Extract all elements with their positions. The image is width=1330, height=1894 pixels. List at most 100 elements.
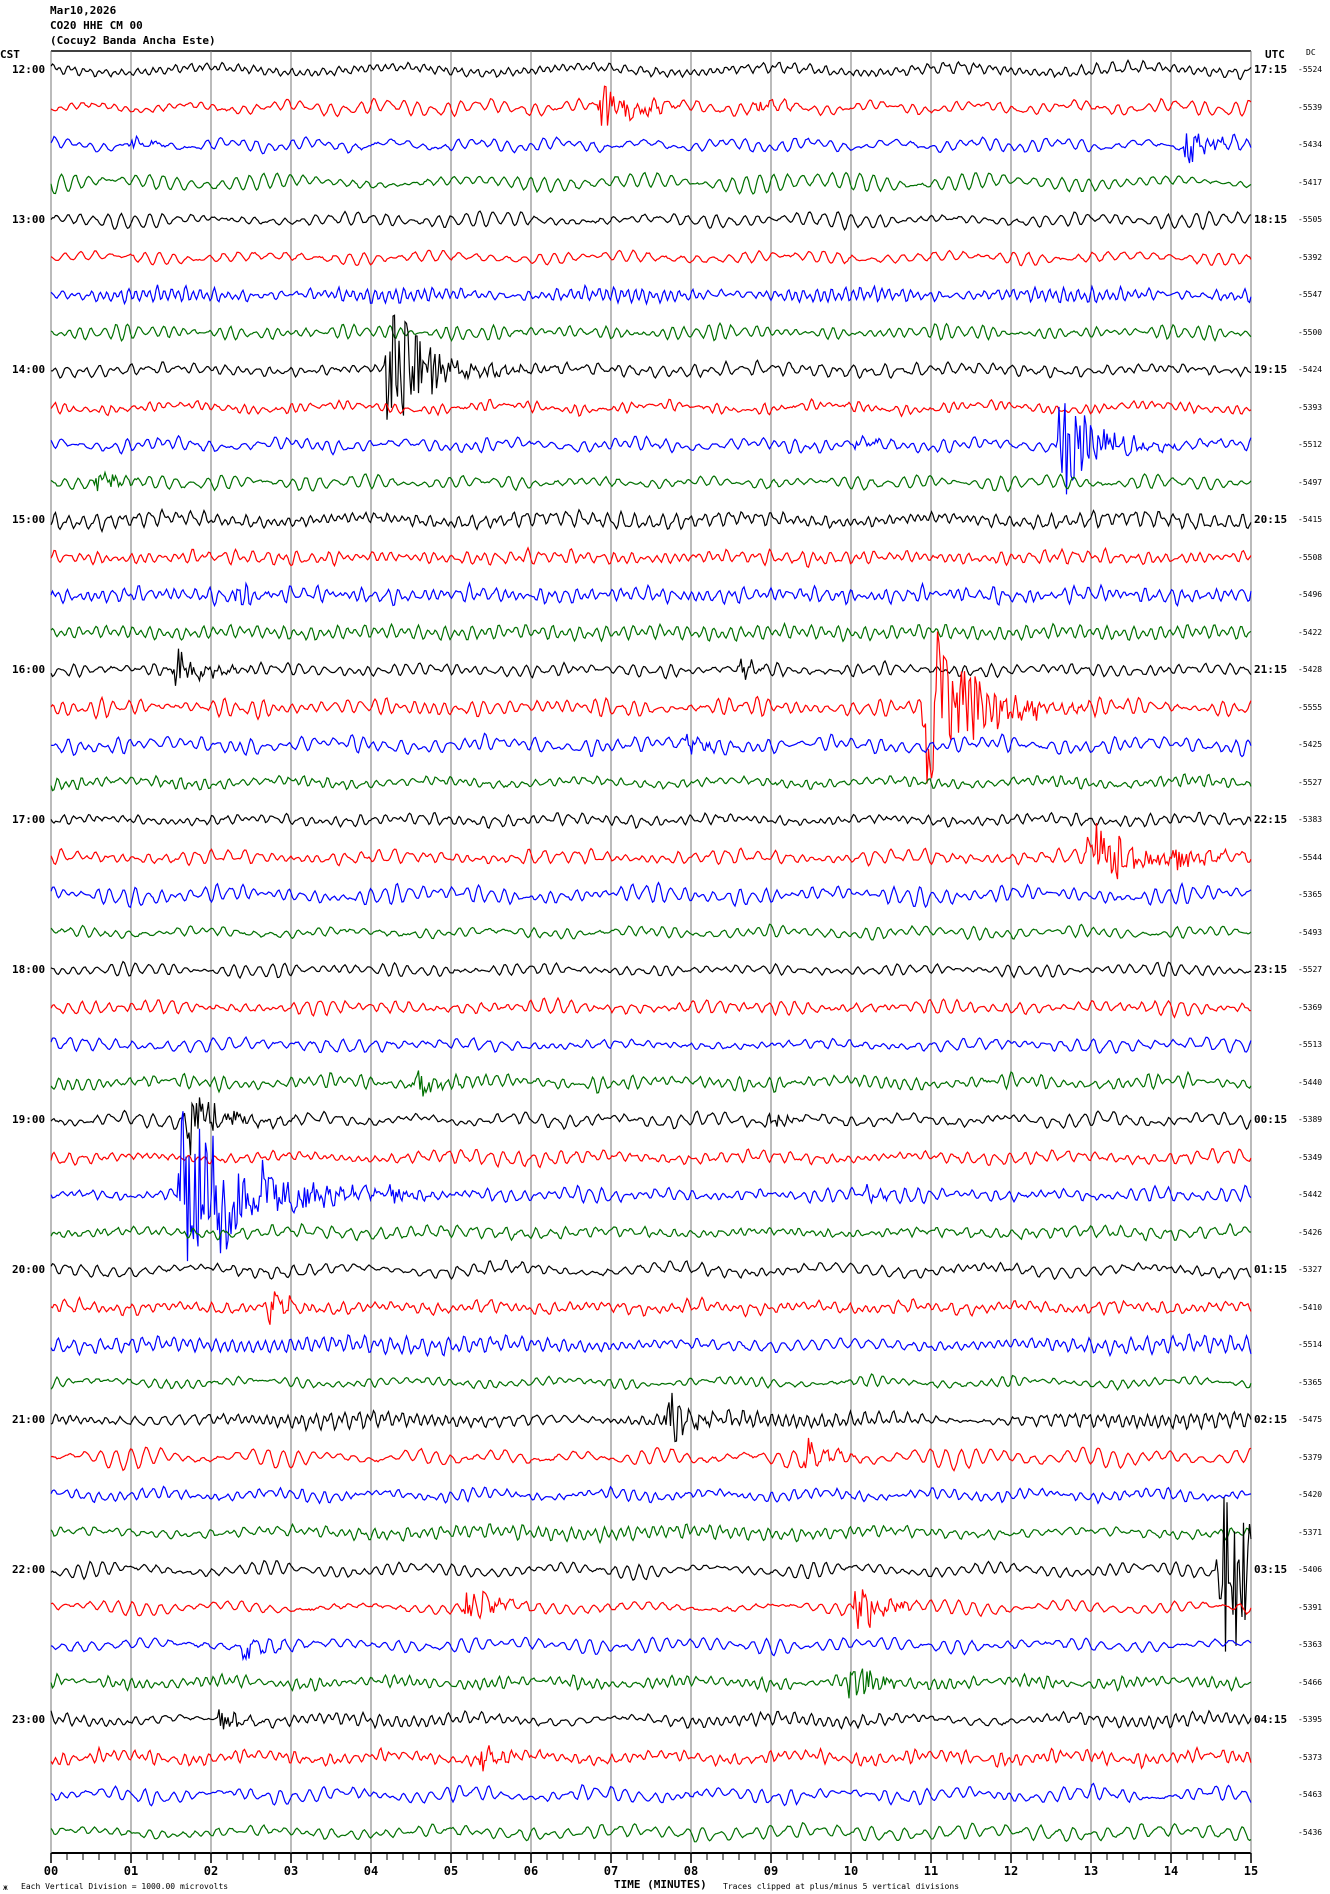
x-tick-label: 05 — [444, 1864, 458, 1878]
trace-21 — [50, 822, 1252, 880]
dc-offset-label: -5369 — [1298, 1002, 1323, 1012]
dc-offset-label: -5539 — [1298, 102, 1323, 112]
logo-mark: ж — [3, 1883, 8, 1892]
x-tick-label: 08 — [684, 1864, 698, 1878]
trace-28 — [50, 1097, 1252, 1156]
trace-22 — [50, 881, 1252, 909]
trace-47 — [50, 1822, 1252, 1843]
utc-hour-label: 22:15 — [1254, 813, 1288, 826]
cst-hour-label: 22:00 — [12, 1563, 46, 1576]
utc-hour-label: 23:15 — [1254, 963, 1288, 976]
clip-note: Traces clipped at plus/minus 5 vertical … — [723, 1882, 960, 1891]
utc-hour-label: 18:15 — [1254, 213, 1288, 226]
dc-offset-label: -5555 — [1298, 702, 1323, 712]
dc-offset-label: -5544 — [1298, 852, 1323, 862]
trace-16 — [50, 648, 1252, 686]
x-tick-label: 13 — [1084, 1864, 1098, 1878]
x-tick-label: 09 — [764, 1864, 778, 1878]
cst-hour-label: 19:00 — [12, 1113, 46, 1126]
trace-5 — [50, 249, 1252, 267]
trace-33 — [50, 1291, 1252, 1325]
dc-offset-label: -5365 — [1298, 890, 1323, 899]
utc-hour-label: 04:15 — [1254, 1713, 1288, 1726]
trace-25 — [50, 996, 1252, 1019]
dc-offset-label: -5514 — [1298, 1340, 1323, 1349]
dc-offset-label: -5410 — [1298, 1302, 1323, 1312]
trace-32 — [50, 1259, 1252, 1281]
dc-offset-label: -5513 — [1298, 1040, 1323, 1049]
trace-44 — [50, 1709, 1252, 1731]
cst-hour-label: 17:00 — [12, 813, 46, 826]
trace-1 — [50, 85, 1252, 126]
trace-40 — [50, 1497, 1252, 1652]
trace-4 — [50, 210, 1252, 231]
dc-offset-label: -5512 — [1298, 440, 1323, 449]
dc-offset-label: -5391 — [1298, 1602, 1323, 1612]
utc-hour-label: 01:15 — [1254, 1263, 1288, 1276]
trace-13 — [50, 546, 1252, 569]
dc-offset-label: -5428 — [1298, 665, 1323, 674]
dc-offset-label: -5475 — [1298, 1415, 1323, 1424]
cst-hour-label: 23:00 — [12, 1713, 46, 1726]
date-label: Mar10,2026 — [50, 4, 117, 17]
dc-offset-label: -5497 — [1298, 477, 1323, 487]
utc-hour-label: 19:15 — [1254, 363, 1288, 376]
utc-hour-label: 00:15 — [1254, 1113, 1288, 1126]
cst-hour-label: 12:00 — [12, 63, 46, 76]
x-tick-label: 11 — [924, 1864, 938, 1878]
trace-17 — [50, 631, 1252, 784]
trace-37 — [50, 1437, 1252, 1472]
trace-2 — [50, 133, 1252, 164]
dc-offset-label: -5524 — [1298, 65, 1323, 74]
trace-38 — [50, 1485, 1252, 1505]
x-tick-label: 12 — [1004, 1864, 1018, 1878]
cst-hour-label: 14:00 — [12, 363, 46, 376]
dc-offset-label: -5373 — [1298, 1752, 1323, 1762]
dc-offset-label: -5426 — [1298, 1227, 1323, 1237]
trace-12 — [50, 507, 1252, 534]
x-axis-title: TIME (MINUTES) — [614, 1878, 707, 1891]
dc-offset-label: -5389 — [1298, 1115, 1323, 1124]
x-tick-label: 14 — [1164, 1864, 1178, 1878]
trace-15 — [50, 621, 1252, 643]
dc-offset-label: -5463 — [1298, 1790, 1323, 1799]
dc-offset-label: -5349 — [1298, 1152, 1323, 1162]
trace-0 — [50, 59, 1252, 81]
dc-offset-label: -5420 — [1298, 1490, 1323, 1499]
trace-20 — [50, 811, 1252, 830]
dc-offset-label: -5393 — [1298, 402, 1323, 412]
dc-offset-label: -5508 — [1298, 552, 1323, 562]
trace-42 — [50, 1636, 1252, 1662]
trace-6 — [50, 283, 1252, 306]
x-tick-label: 01 — [124, 1864, 138, 1878]
x-tick-label: 04 — [364, 1864, 378, 1878]
trace-23 — [50, 923, 1252, 941]
trace-14 — [50, 581, 1252, 608]
dc-offset-label: -5436 — [1298, 1827, 1323, 1837]
trace-36 — [50, 1392, 1252, 1443]
dc-offset-label: -5406 — [1298, 1565, 1323, 1574]
trace-39 — [50, 1522, 1252, 1545]
trace-29 — [50, 1148, 1252, 1169]
x-tick-label: 02 — [204, 1864, 218, 1878]
dc-offset-label: -5424 — [1298, 365, 1323, 374]
trace-43 — [50, 1668, 1252, 1699]
trace-46 — [50, 1782, 1252, 1807]
dc-offset-label: -5383 — [1298, 815, 1323, 824]
x-tick-label: 03 — [284, 1864, 298, 1878]
dc-offset-label: -5496 — [1298, 590, 1323, 599]
utc-hour-label: 03:15 — [1254, 1563, 1288, 1576]
cst-hour-label: 21:00 — [12, 1413, 46, 1426]
dc-offset-label: -5365 — [1298, 1377, 1323, 1387]
dc-offset-label: -5505 — [1298, 215, 1323, 224]
dc-offset-label: -5392 — [1298, 252, 1323, 262]
utc-hour-label: 21:15 — [1254, 663, 1288, 676]
utc-hour-label: 17:15 — [1254, 63, 1288, 76]
x-tick-label: 07 — [604, 1864, 618, 1878]
cst-hour-label: 13:00 — [12, 213, 46, 226]
dc-offset-label: -5425 — [1298, 740, 1323, 749]
dc-offset-label: -5547 — [1298, 290, 1323, 299]
dc-offset-label: -5440 — [1298, 1077, 1323, 1087]
dc-offset-label: -5422 — [1298, 627, 1323, 637]
